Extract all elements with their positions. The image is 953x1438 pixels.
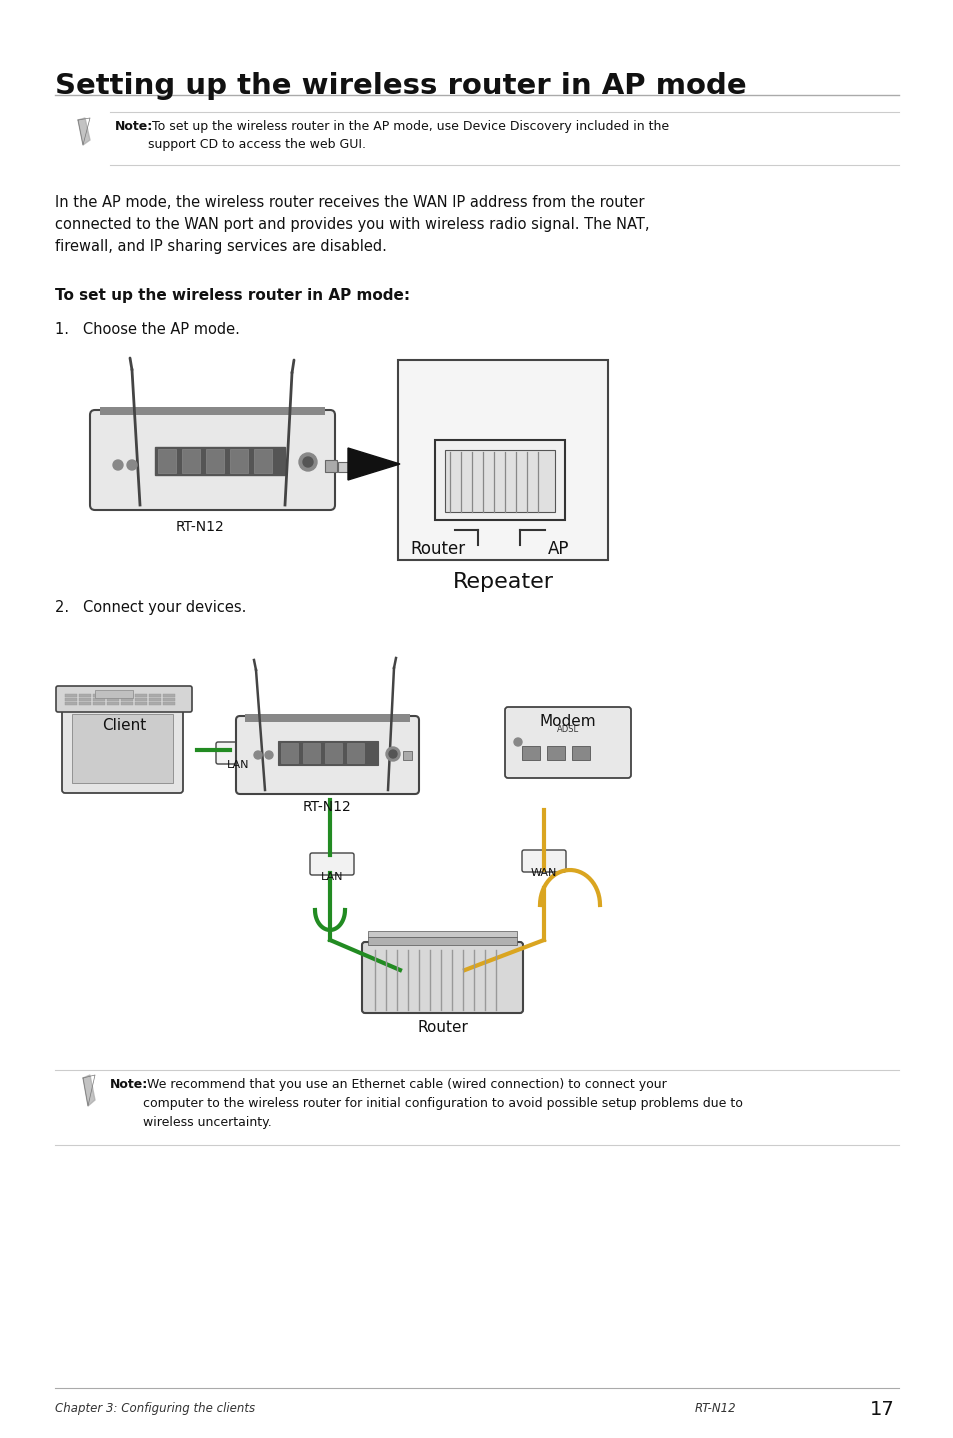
FancyBboxPatch shape — [310, 853, 354, 874]
Text: Chapter 3: Configuring the clients: Chapter 3: Configuring the clients — [55, 1402, 254, 1415]
Bar — [325, 743, 341, 764]
Bar — [230, 449, 248, 473]
Circle shape — [389, 751, 396, 758]
Bar — [92, 697, 105, 700]
Text: WAN: WAN — [530, 869, 557, 879]
Bar — [325, 460, 336, 472]
Bar — [65, 695, 77, 697]
FancyBboxPatch shape — [62, 702, 183, 792]
Bar — [92, 695, 105, 697]
Bar — [347, 743, 364, 764]
Bar — [546, 746, 564, 761]
Bar — [206, 449, 224, 473]
Bar — [121, 695, 132, 697]
Text: RT-N12: RT-N12 — [175, 521, 224, 533]
Text: Note:: Note: — [110, 1078, 148, 1091]
Circle shape — [514, 738, 521, 746]
Text: 17: 17 — [869, 1401, 894, 1419]
Bar — [368, 930, 517, 938]
Text: Repeater: Repeater — [452, 572, 553, 592]
Text: RT-N12: RT-N12 — [695, 1402, 736, 1415]
Text: To set up the wireless router in AP mode:: To set up the wireless router in AP mode… — [55, 288, 410, 303]
FancyBboxPatch shape — [56, 686, 192, 712]
Bar — [521, 746, 539, 761]
Text: 2.   Connect your devices.: 2. Connect your devices. — [55, 600, 246, 615]
Bar — [444, 450, 555, 512]
Text: To set up the wireless router in the AP mode, use Device Discovery included in t: To set up the wireless router in the AP … — [148, 119, 668, 151]
Bar — [402, 751, 412, 761]
Bar — [121, 702, 132, 705]
Text: Router: Router — [417, 1020, 468, 1035]
Bar — [245, 715, 410, 722]
Text: Setting up the wireless router in AP mode: Setting up the wireless router in AP mod… — [55, 72, 746, 101]
Bar — [100, 407, 325, 416]
FancyBboxPatch shape — [215, 742, 260, 764]
Bar — [158, 449, 175, 473]
Bar — [163, 695, 174, 697]
Circle shape — [112, 460, 123, 470]
Text: Note:: Note: — [115, 119, 153, 132]
Bar — [435, 440, 564, 521]
Bar — [368, 938, 517, 945]
Bar — [277, 741, 377, 765]
Bar — [397, 360, 607, 559]
Bar — [135, 695, 147, 697]
Text: RT-N12: RT-N12 — [302, 800, 351, 814]
Bar — [149, 697, 161, 700]
FancyBboxPatch shape — [90, 410, 335, 510]
Bar — [65, 702, 77, 705]
Bar — [154, 447, 285, 475]
FancyBboxPatch shape — [504, 707, 630, 778]
Text: 1.   Choose the AP mode.: 1. Choose the AP mode. — [55, 322, 239, 336]
Text: In the AP mode, the wireless router receives the WAN IP address from the router: In the AP mode, the wireless router rece… — [55, 196, 644, 210]
Bar — [303, 743, 319, 764]
Text: AP: AP — [547, 541, 569, 558]
Bar — [253, 449, 272, 473]
Bar — [71, 715, 172, 784]
Text: ADSL: ADSL — [557, 725, 578, 733]
Polygon shape — [348, 449, 399, 480]
Text: Client: Client — [102, 718, 146, 733]
Circle shape — [265, 751, 273, 759]
Bar — [182, 449, 200, 473]
Bar — [163, 697, 174, 700]
FancyBboxPatch shape — [521, 850, 565, 871]
Polygon shape — [83, 1076, 95, 1106]
Text: LAN: LAN — [320, 871, 343, 881]
Bar — [79, 697, 91, 700]
Bar — [572, 746, 589, 761]
Bar — [65, 697, 77, 700]
Text: firewall, and IP sharing services are disabled.: firewall, and IP sharing services are di… — [55, 239, 387, 255]
Bar — [149, 702, 161, 705]
Circle shape — [253, 751, 262, 759]
Bar — [337, 462, 348, 472]
FancyBboxPatch shape — [235, 716, 418, 794]
Bar — [135, 697, 147, 700]
FancyBboxPatch shape — [361, 942, 522, 1012]
Text: Modem: Modem — [539, 715, 596, 729]
Text: LAN: LAN — [227, 761, 249, 769]
Circle shape — [298, 453, 316, 472]
Circle shape — [127, 460, 137, 470]
Bar — [79, 695, 91, 697]
Text: Router: Router — [410, 541, 465, 558]
Bar — [149, 695, 161, 697]
Bar — [107, 702, 119, 705]
Polygon shape — [78, 118, 90, 145]
Bar — [281, 743, 297, 764]
Text: We recommend that you use an Ethernet cable (wired connection) to connect your
c: We recommend that you use an Ethernet ca… — [143, 1078, 742, 1129]
Bar — [107, 697, 119, 700]
Bar — [92, 702, 105, 705]
Bar — [95, 690, 132, 697]
Circle shape — [386, 746, 399, 761]
Text: connected to the WAN port and provides you with wireless radio signal. The NAT,: connected to the WAN port and provides y… — [55, 217, 649, 232]
Circle shape — [303, 457, 313, 467]
Bar — [121, 697, 132, 700]
Bar — [163, 702, 174, 705]
Bar — [135, 702, 147, 705]
Bar — [79, 702, 91, 705]
Bar — [107, 695, 119, 697]
